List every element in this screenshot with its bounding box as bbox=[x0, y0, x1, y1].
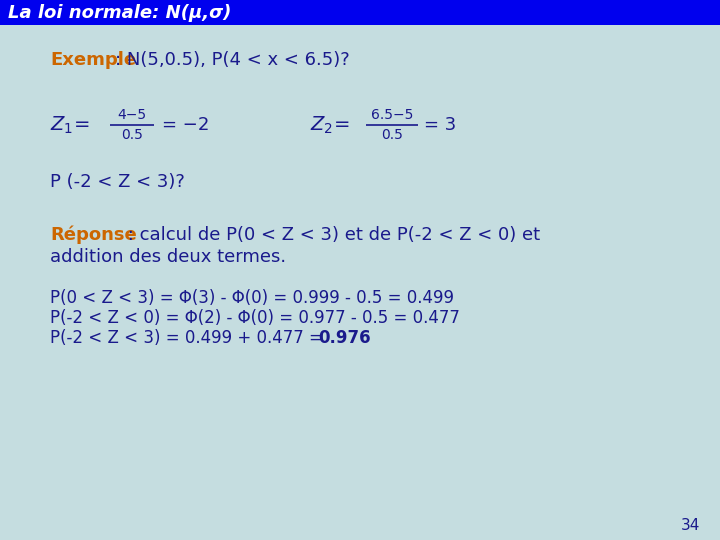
Text: $Z_2\!=\!$: $Z_2\!=\!$ bbox=[310, 114, 350, 136]
Text: 34: 34 bbox=[680, 517, 700, 532]
Text: P(0 < Z < 3) = Φ(3) - Φ(0) = 0.999 - 0.5 = 0.499: P(0 < Z < 3) = Φ(3) - Φ(0) = 0.999 - 0.5… bbox=[50, 289, 454, 307]
Bar bbox=[0, 0, 720, 25]
Text: P(-2 < Z < 3) = 0.499 + 0.477 =: P(-2 < Z < 3) = 0.499 + 0.477 = bbox=[50, 329, 328, 347]
Text: : N(5,0.5), P(4 < x < 6.5)?: : N(5,0.5), P(4 < x < 6.5)? bbox=[115, 51, 350, 69]
Text: = 3: = 3 bbox=[424, 116, 456, 134]
Text: P (-2 < Z < 3)?: P (-2 < Z < 3)? bbox=[50, 173, 185, 191]
Text: P(-2 < Z < 0) = Φ(2) - Φ(0) = 0.977 - 0.5 = 0.477: P(-2 < Z < 0) = Φ(2) - Φ(0) = 0.977 - 0.… bbox=[50, 309, 460, 327]
Text: : calcul de P(0 < Z < 3) et de P(-2 < Z < 0) et: : calcul de P(0 < Z < 3) et de P(-2 < Z … bbox=[122, 226, 540, 244]
Text: 4−5: 4−5 bbox=[117, 108, 147, 122]
Text: Réponse: Réponse bbox=[50, 226, 137, 244]
Text: La loi normale: N(μ,σ): La loi normale: N(μ,σ) bbox=[8, 4, 231, 22]
Text: 0.976: 0.976 bbox=[318, 329, 371, 347]
Text: 0.5: 0.5 bbox=[121, 128, 143, 142]
Text: addition des deux termes.: addition des deux termes. bbox=[50, 248, 286, 266]
Text: 0.5: 0.5 bbox=[381, 128, 403, 142]
Text: 6.5−5: 6.5−5 bbox=[371, 108, 413, 122]
Text: $Z_1\!=\!$: $Z_1\!=\!$ bbox=[50, 114, 90, 136]
Text: Exemple: Exemple bbox=[50, 51, 136, 69]
Text: = −2: = −2 bbox=[162, 116, 210, 134]
